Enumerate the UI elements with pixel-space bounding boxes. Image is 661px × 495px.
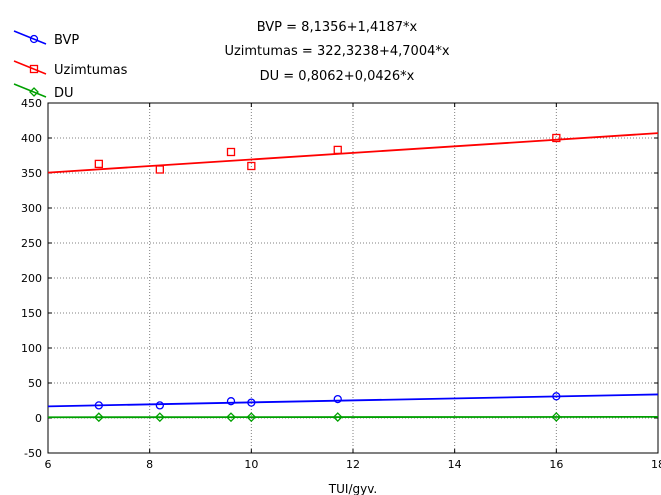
bvp-data-point — [333, 394, 342, 404]
bvp-legend-label: BVP — [54, 33, 79, 48]
du-legend-line — [13, 83, 47, 98]
regression-equation: BVP = 8,1356+1,4187*x — [257, 20, 418, 35]
y-tick-label: 200 — [21, 272, 42, 285]
du-data-point — [154, 412, 165, 423]
uzimtumas-data-point — [226, 147, 236, 157]
y-tick-label: 0 — [35, 412, 42, 425]
plot-area: -50 0 50 100 150 200 250 300 350 400 450 6 8 10 12 14 16… — [21, 97, 661, 471]
x-tick-label: 18 — [651, 458, 661, 471]
bvp-data-point — [155, 401, 164, 410]
x-tick-label: 10 — [244, 458, 258, 471]
uzimtumas-regression-line — [48, 132, 658, 174]
y-tick-label: 150 — [21, 307, 42, 320]
y-tick-label: 350 — [21, 167, 42, 180]
uzimtumas-legend-marker — [29, 64, 39, 74]
du-data-point — [246, 412, 257, 423]
regression-equation: DU = 0,8062+0,0426*x — [260, 69, 415, 84]
x-tick-label: 8 — [146, 458, 153, 471]
x-tick-label: 14 — [448, 458, 462, 471]
x-tick-label: 16 — [549, 458, 563, 471]
x-tick-label: 6 — [45, 458, 52, 471]
bvp-regression-line — [48, 393, 658, 408]
uzimtumas-data-point — [94, 159, 103, 169]
regression-equations: BVP = 8,1356+1,4187*x Uzimtumas = 322,323… — [224, 20, 449, 84]
bvp-data-point — [247, 398, 256, 407]
y-tick-label: 100 — [21, 342, 42, 355]
x-axis-title: TUI/gyv. — [328, 482, 377, 495]
bvp-legend-line — [13, 30, 47, 45]
uzimtumas-legend-label: Uzimtumas — [54, 63, 128, 78]
bvp-data-point — [552, 392, 561, 401]
y-tick-label: 450 — [21, 97, 42, 110]
y-tick-label: 400 — [21, 132, 42, 145]
bvp-data-point — [226, 397, 236, 406]
uzimtumas-data-point — [333, 145, 342, 155]
uzimtumas-data-point — [155, 165, 164, 174]
y-tick-label: 250 — [21, 237, 42, 250]
series-layer — [48, 132, 658, 423]
y-tick-label: -50 — [24, 447, 42, 460]
y-tick-label: 300 — [21, 202, 42, 215]
du-legend-marker — [29, 87, 39, 97]
du-data-point — [226, 412, 236, 423]
y-tick-label: 50 — [28, 377, 42, 390]
du-legend-label: DU — [54, 86, 74, 101]
regression-equation: Uzimtumas = 322,3238+4,7004*x — [224, 44, 449, 59]
x-tick-label: 12 — [346, 458, 360, 471]
legend: BVP Uzimtumas DU — [13, 30, 128, 101]
uzimtumas-data-point — [552, 133, 561, 143]
du-data-point — [332, 412, 343, 423]
uzimtumas-data-point — [247, 161, 256, 171]
du-data-point — [551, 412, 562, 422]
bvp-legend-marker — [29, 34, 39, 44]
bvp-data-point — [94, 401, 103, 410]
du-data-point — [93, 412, 104, 423]
